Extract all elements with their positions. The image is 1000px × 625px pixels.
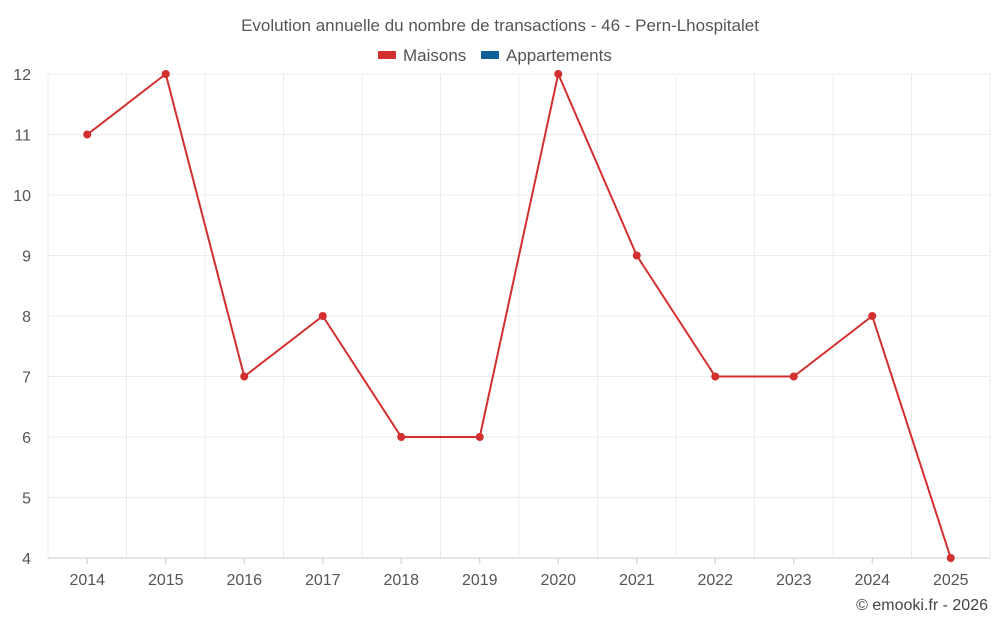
y-axis-ticks: 4 5 6 7 8 9 10 11 12 bbox=[13, 67, 31, 568]
y-tick-label: 9 bbox=[22, 249, 31, 266]
x-tick-label: 2023 bbox=[776, 572, 812, 589]
y-tick-label: 5 bbox=[22, 491, 31, 508]
credit-text: © emooki.fr - 2026 bbox=[856, 597, 988, 614]
x-tick-label: 2019 bbox=[462, 572, 498, 589]
legend-swatch-appartements bbox=[481, 51, 499, 59]
y-tick-label: 8 bbox=[22, 309, 31, 326]
legend-item-maisons[interactable]: Maisons bbox=[378, 46, 466, 65]
y-tick-label: 11 bbox=[14, 128, 31, 145]
x-tick-label: 2020 bbox=[540, 572, 576, 589]
x-axis-ticks: 2014 2015 2016 2017 2018 2019 2020 2021 2022 2023… bbox=[69, 558, 969, 589]
series-layer bbox=[83, 70, 955, 562]
data-point-maisons[interactable] bbox=[868, 312, 877, 320]
y-tick-label: 10 bbox=[13, 188, 31, 205]
data-point-maisons[interactable] bbox=[240, 372, 249, 381]
legend-label-maisons: Maisons bbox=[403, 46, 466, 65]
chart-title: Evolution annuelle du nombre de transact… bbox=[241, 16, 759, 35]
legend-label-appartements: Appartements bbox=[506, 46, 612, 65]
x-tick-label: 2014 bbox=[69, 572, 105, 589]
legend-item-appartements[interactable]: Appartements bbox=[481, 46, 612, 65]
data-point-maisons[interactable] bbox=[554, 70, 563, 78]
x-tick-label: 2016 bbox=[226, 572, 262, 589]
series-line-maisons bbox=[86, 73, 952, 559]
data-point-maisons[interactable] bbox=[161, 70, 170, 78]
data-point-maisons[interactable] bbox=[711, 372, 720, 381]
x-tick-label: 2022 bbox=[697, 572, 733, 589]
data-point-maisons[interactable] bbox=[789, 372, 798, 381]
data-point-maisons[interactable] bbox=[83, 130, 92, 139]
data-point-maisons[interactable] bbox=[946, 554, 955, 562]
x-tick-label: 2018 bbox=[383, 572, 419, 589]
data-point-maisons[interactable] bbox=[475, 433, 484, 441]
data-point-maisons[interactable] bbox=[632, 251, 641, 260]
x-tick-label: 2025 bbox=[933, 572, 969, 589]
y-tick-label: 7 bbox=[22, 370, 31, 387]
y-tick-label: 6 bbox=[22, 430, 31, 447]
legend[interactable]: Maisons Appartements bbox=[378, 46, 612, 65]
x-tick-label: 2017 bbox=[305, 572, 341, 589]
y-tick-label: 12 bbox=[13, 67, 31, 84]
data-point-maisons[interactable] bbox=[397, 433, 406, 441]
x-tick-label: 2021 bbox=[619, 572, 655, 589]
x-tick-label: 2015 bbox=[148, 572, 184, 589]
y-tick-label: 4 bbox=[22, 551, 31, 568]
legend-swatch-maisons bbox=[378, 51, 396, 59]
x-tick-label: 2024 bbox=[854, 572, 890, 589]
data-point-maisons[interactable] bbox=[318, 312, 327, 320]
grid bbox=[47, 73, 991, 559]
